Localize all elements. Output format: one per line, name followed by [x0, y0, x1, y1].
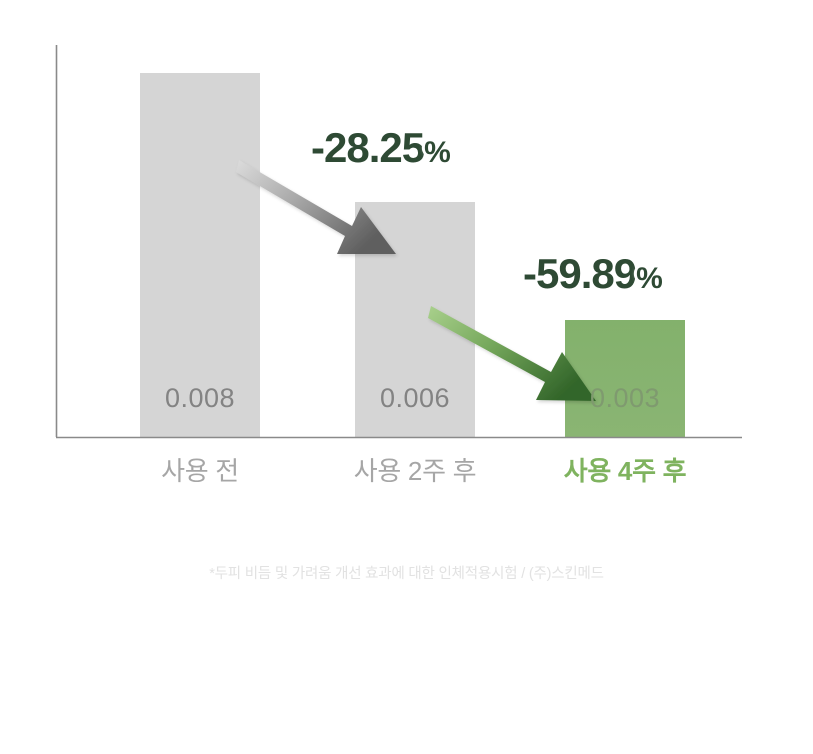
- bar-week4: [565, 320, 685, 437]
- annotation-decrease-week4: -59.89%: [523, 250, 663, 298]
- annotation-week2-unit: %: [424, 136, 451, 169]
- category-label-before: 사용 전: [161, 456, 239, 486]
- arrow-decrease-week2: [236, 160, 396, 254]
- annotation-week4-unit: %: [636, 262, 663, 295]
- annotation-week4-number: -59.89: [523, 250, 637, 297]
- annotation-decrease-week2: -28.25%: [311, 124, 451, 172]
- bar-value-week2: 0.006: [379, 383, 451, 413]
- bar-value-week4: 0.003: [589, 383, 661, 413]
- category-label-week4: 사용 4주 후: [563, 456, 687, 486]
- chart-footnote: *두피 비듬 및 가려움 개선 효과에 대한 인체적용시험 / (주)스킨메드: [209, 566, 604, 582]
- category-label-week2: 사용 2주 후: [353, 456, 477, 486]
- bar-value-before: 0.008: [164, 383, 236, 413]
- bar-before: [140, 73, 260, 437]
- arrow-decrease-week4: [428, 306, 596, 401]
- annotation-week2-number: -28.25: [311, 124, 425, 171]
